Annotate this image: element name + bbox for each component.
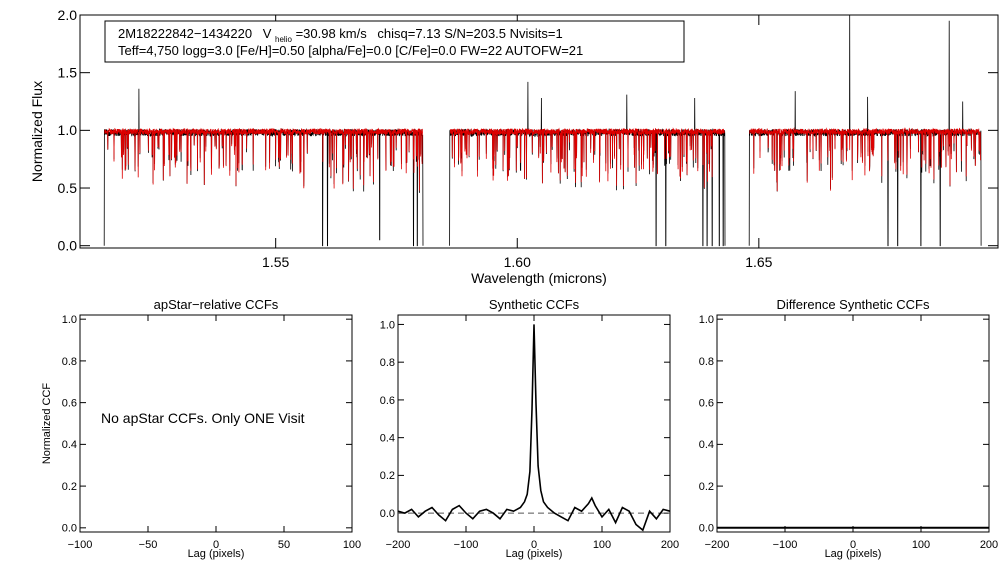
difference_ccf-ytick-label: 0.4 xyxy=(699,439,714,451)
synthetic_ccf-xtick-label: −100 xyxy=(454,539,479,551)
apstar_ccf-title: apStar−relative CCFs xyxy=(154,297,279,312)
synthetic_ccf-ytick-label: 0.4 xyxy=(380,433,395,445)
apstar_ccf-xtick-label: 50 xyxy=(278,539,290,551)
no-ccf-message: No apStar CCFs. Only ONE Visit xyxy=(101,410,305,426)
synthetic_ccf-series-line xyxy=(397,324,671,532)
info-line-2: Teff=4,750 logg=3.0 [Fe/H]=0.50 [alpha/F… xyxy=(118,43,583,58)
synthetic_ccf-title: Synthetic CCFs xyxy=(489,297,580,312)
synthetic_ccf-xtick-label: 0 xyxy=(531,539,537,551)
spectrum-ytick-label: 2.0 xyxy=(58,7,78,23)
apstar_ccf-ytick-label: 0.4 xyxy=(62,439,77,451)
difference_ccf-ytick-label: 0.0 xyxy=(699,523,714,535)
difference_ccf-ytick-label: 0.8 xyxy=(699,356,714,368)
difference-ccf-panel: −200 −100 0 100 200 0.0 0.2 0.4 0.6 0.8 1.0 Differe… xyxy=(699,297,998,560)
synthetic_ccf-ytick-label: 0.2 xyxy=(380,470,395,482)
synthetic_ccf-xtick-label: 200 xyxy=(661,539,679,551)
synthetic_ccf-ytick-label: 0.6 xyxy=(380,395,395,407)
spectrum-xtick-label: 1.55 xyxy=(262,254,289,270)
synthetic_ccf-xlabel: Lag (pixels) xyxy=(506,548,563,560)
difference_ccf-xlabel: Lag (pixels) xyxy=(825,548,882,560)
apstar_ccf-xtick-label: −100 xyxy=(68,539,93,551)
apstar_ccf-ytick-label: 1.0 xyxy=(62,314,77,326)
apstar_ccf-xtick-label: −50 xyxy=(139,539,158,551)
difference_ccf-xtick-label: −200 xyxy=(705,539,730,551)
apstar_ccf-xtick-label: 0 xyxy=(213,539,219,551)
model-spectrum-line xyxy=(449,127,725,188)
observed-spectrum-line xyxy=(103,88,424,247)
spectrum-xtick-label: 1.65 xyxy=(745,254,772,270)
synthetic_ccf-ytick-label: 0.8 xyxy=(380,357,395,369)
difference_ccf-ytick-label: 0.6 xyxy=(699,397,714,409)
difference_ccf-xtick-label: 200 xyxy=(980,539,998,551)
apstar_ccf-xtick-label: 100 xyxy=(343,539,361,551)
difference_ccf-ytick-label: 1.0 xyxy=(699,314,714,326)
apstar_ccf-ytick-label: 0.2 xyxy=(62,481,77,493)
model-spectrum-line xyxy=(749,127,981,192)
info-line-1: 2M18222842−1434220 V helio =30.98 km/s c… xyxy=(118,26,563,45)
spectrum-ytick-label: 1.0 xyxy=(58,122,78,138)
difference_ccf-title: Difference Synthetic CCFs xyxy=(777,297,930,312)
spectrum-axes-frame xyxy=(79,14,999,249)
info-star-id: 2M18222842−1434220 xyxy=(118,26,252,41)
spectrum-ytick-label: 1.5 xyxy=(58,65,78,81)
apstar_ccf-ytick-label: 0.8 xyxy=(62,356,77,368)
difference_ccf-xtick-label: 100 xyxy=(912,539,930,551)
apstar_ccf-ylabel: Normalized CCF xyxy=(41,383,53,465)
spectrum-xtick-label: 1.60 xyxy=(504,254,531,270)
spectrum-panel: 1.55 1.60 1.65 0.0 0.5 1.0 1.5 2.0 Wavelength (m… xyxy=(29,7,999,286)
synthetic_ccf-ytick-label: 0.0 xyxy=(380,508,395,520)
info-vhelio-symbol: V xyxy=(263,26,272,41)
difference_ccf-xtick-label: −100 xyxy=(773,539,798,551)
apstar-ccf-panel: −100 −50 0 50 100 0.0 0.2 0.4 0.6 0.8 1.0 apStar−re… xyxy=(41,297,361,560)
spectrum-ytick-label: 0.5 xyxy=(58,180,78,196)
synthetic_ccf-ytick-label: 1.0 xyxy=(380,319,395,331)
info-vhelio-value: =30.98 km/s xyxy=(296,26,368,41)
spectrum-xlabel: Wavelength (microns) xyxy=(471,270,607,286)
info-stats: chisq=7.13 S/N=203.5 Nvisits=1 xyxy=(377,26,562,41)
model-spectrum-line xyxy=(104,127,423,191)
apstar_ccf-xlabel: Lag (pixels) xyxy=(188,548,245,560)
info-box: 2M18222842−1434220 V helio =30.98 km/s c… xyxy=(104,20,685,63)
observed-spectrum-line xyxy=(449,81,726,247)
apstar_ccf-ytick-label: 0.0 xyxy=(62,523,77,535)
apstar_ccf-ytick-label: 0.6 xyxy=(62,397,77,409)
difference_ccf-xtick-label: 0 xyxy=(850,539,856,551)
difference_ccf-ytick-label: 0.2 xyxy=(699,481,714,493)
synthetic_ccf-xtick-label: 100 xyxy=(593,539,611,551)
spectrum-ylabel: Normalized Flux xyxy=(29,81,45,182)
synthetic_ccf-xtick-label: −200 xyxy=(386,539,411,551)
info-box-frame xyxy=(104,20,685,63)
synthetic-ccf-panel: −200 −100 0 100 200 0.0 0.2 0.4 0.6 0.8 1.0 Synthet… xyxy=(380,297,679,560)
info-vhelio-subscript: helio xyxy=(275,35,292,44)
difference_ccf-axes-frame xyxy=(716,314,990,533)
spectrum-ytick-label: 0.0 xyxy=(58,238,78,254)
